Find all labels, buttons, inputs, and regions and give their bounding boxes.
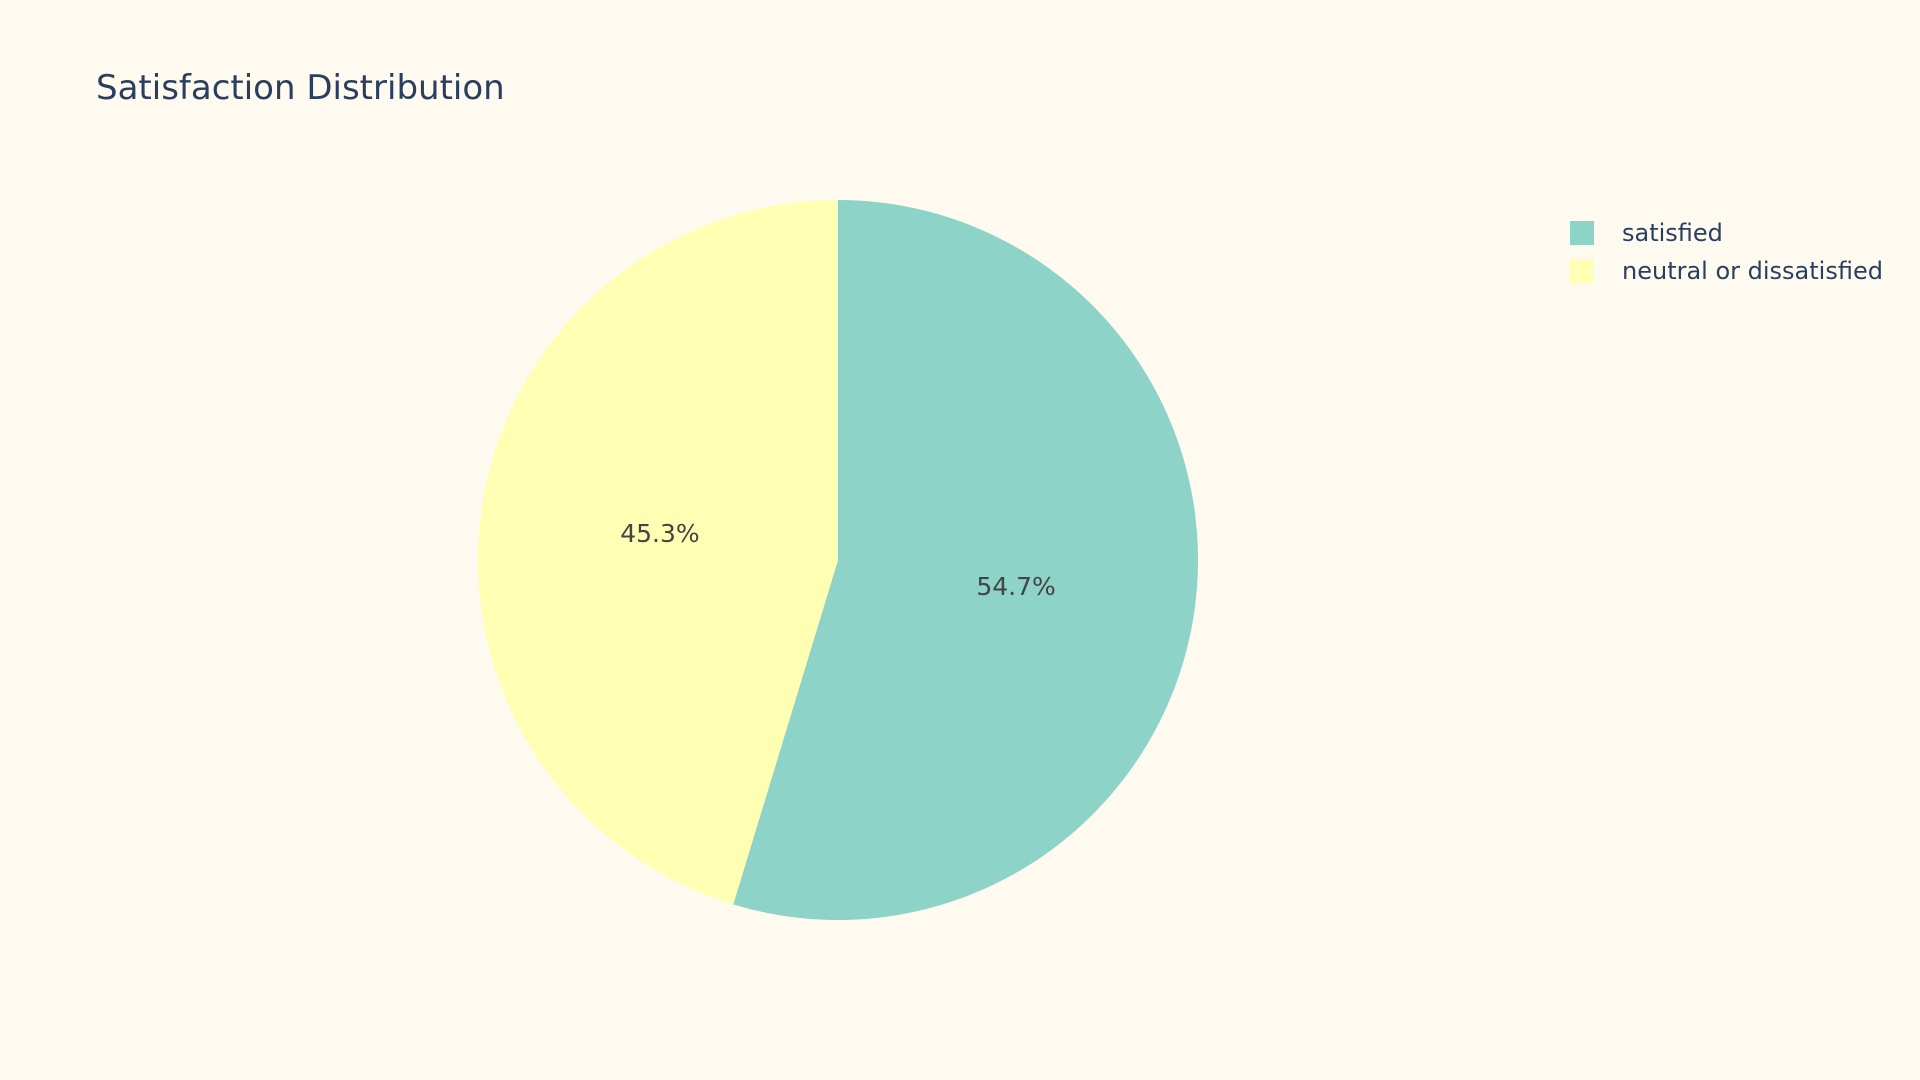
pie-slice-satisfied[interactable] (733, 200, 1199, 920)
pie-slice-labels: 54.7% 45.3% (620, 519, 1056, 601)
legend-swatch-satisfied (1570, 221, 1594, 245)
pie-slice-label-satisfied: 54.7% (976, 572, 1055, 601)
legend-item-neutral-or-dissatisfied[interactable]: neutral or dissatisfied (1570, 252, 1883, 290)
chart-title: Satisfaction Distribution (96, 68, 505, 108)
legend-label-satisfied: satisfied (1622, 219, 1723, 247)
pie-slice-neutral-or-dissatisfied[interactable] (478, 200, 838, 905)
pie-slices (478, 200, 1199, 920)
legend-swatch-neutral-or-dissatisfied (1570, 259, 1594, 283)
legend-item-satisfied[interactable]: satisfied (1570, 214, 1883, 252)
legend: satisfied neutral or dissatisfied (1570, 214, 1883, 290)
legend-label-neutral-or-dissatisfied: neutral or dissatisfied (1622, 257, 1883, 285)
pie-slice-label-neutral-or-dissatisfied: 45.3% (620, 519, 699, 548)
